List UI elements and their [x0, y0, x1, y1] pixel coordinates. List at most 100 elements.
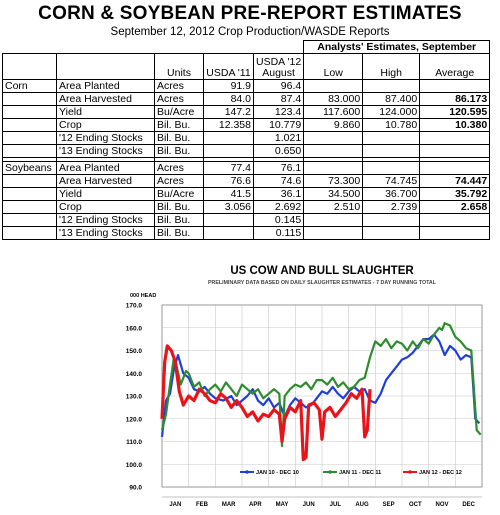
legend-entry: JAN 11 - DEC 11	[339, 470, 381, 476]
crop-label	[2, 144, 57, 158]
crop-label	[2, 118, 57, 132]
column-header-average: Average	[419, 53, 491, 80]
high-value	[362, 131, 421, 145]
usda11-value	[203, 213, 254, 227]
low-value	[303, 79, 364, 93]
page-subtitle: September 12, 2012 Crop Production/WASDE…	[110, 26, 390, 38]
usda12-header-line1: USDA '12	[256, 56, 302, 68]
low-value	[303, 226, 364, 240]
units-cell: Acres	[154, 92, 204, 106]
column-header-units: Units	[154, 53, 204, 80]
units-cell: Bu/Acre	[154, 187, 204, 201]
item-label: '12 Ending Stocks	[56, 131, 155, 145]
y-tick-label: 170.0	[126, 303, 143, 310]
x-tick-label: JUN	[303, 502, 315, 508]
item-label: Yield	[56, 105, 155, 119]
y-tick-label: 160.0	[126, 325, 143, 332]
units-cell: Acres	[154, 79, 204, 93]
table-row: Crop Bil. Bu. 3.056 2.692 2.510 2.739 2.658	[2, 200, 491, 214]
y-axis-label: 000 HEAD	[130, 293, 156, 299]
high-value: 74.745	[362, 174, 421, 188]
table-row: Yield Bu/Acre 147.2 123.4 117.600 124.000 120.…	[2, 105, 491, 119]
low-value: 83.000	[303, 92, 364, 106]
average-value	[419, 131, 491, 145]
table-row: '12 Ending Stocks Bil. Bu. 0.145	[2, 213, 491, 227]
item-label: Yield	[56, 187, 155, 201]
usda12-value: 87.4	[252, 92, 305, 106]
average-value: 2.658	[419, 200, 491, 214]
units-cell: Acres	[154, 161, 204, 175]
estimates-table: Analysts' Estimates, September Units USD…	[2, 40, 491, 240]
average-value	[419, 79, 491, 93]
x-tick-label: OCT	[409, 502, 422, 508]
usda11-value: 147.2	[203, 105, 254, 119]
units-cell: Bu/Acre	[154, 105, 204, 119]
crop-label	[2, 105, 57, 119]
average-value	[419, 213, 491, 227]
series-line	[160, 322, 482, 448]
crop-label	[2, 200, 57, 214]
legend-marker	[245, 470, 249, 474]
x-tick-label: MAY	[276, 502, 289, 508]
usda11-value: 91.9	[203, 79, 254, 93]
average-value: 10.380	[419, 118, 491, 132]
average-value: 120.595	[419, 105, 491, 119]
table-row: Area Harvested Acres 76.6 74.6 73.300 74.745 7…	[2, 174, 491, 188]
usda11-value	[203, 131, 254, 145]
average-value	[419, 144, 491, 158]
x-tick-label: FEB	[196, 502, 209, 508]
table-row: '12 Ending Stocks Bil. Bu. 1.021	[2, 131, 491, 145]
usda12-value: 76.1	[252, 161, 305, 175]
table-row: Corn Area Planted Acres 91.9 96.4	[2, 79, 491, 93]
item-label: '13 Ending Stocks	[56, 144, 155, 158]
low-value: 73.300	[303, 174, 364, 188]
column-header-usda12: USDA '12 August	[252, 53, 305, 80]
low-value: 34.500	[303, 187, 364, 201]
y-tick-label: 130.0	[126, 394, 143, 401]
chart-subtitle: PRELIMINARY DATA BASED ON DAILY SLAUGHTE…	[208, 280, 437, 286]
high-value	[362, 213, 421, 227]
low-value: 2.510	[303, 200, 364, 214]
crop-label	[2, 187, 57, 201]
usda12-value: 1.021	[252, 131, 305, 145]
x-tick-label: NOV	[435, 502, 448, 508]
item-label: Crop	[56, 200, 155, 214]
x-tick-label: AUG	[355, 502, 369, 508]
analysts-estimates-header: Analysts' Estimates, September	[303, 40, 491, 54]
crop-label	[2, 174, 57, 188]
crop-label	[2, 213, 57, 227]
usda11-value: 41.5	[203, 187, 254, 201]
table-row: Area Harvested Acres 84.0 87.4 83.000 87.400 8…	[2, 92, 491, 106]
average-value	[419, 161, 491, 175]
usda12-value: 0.650	[252, 144, 305, 158]
table-row: '13 Ending Stocks Bil. Bu. 0.115	[2, 226, 491, 240]
item-label: '12 Ending Stocks	[56, 213, 155, 227]
units-cell: Bil. Bu.	[154, 118, 204, 132]
usda12-value: 74.6	[252, 174, 305, 188]
high-value	[362, 161, 421, 175]
y-tick-label: 150.0	[126, 348, 143, 355]
table-row: Crop Bil. Bu. 12.358 10.779 9.860 10.780 10.38…	[2, 118, 491, 132]
low-value: 9.860	[303, 118, 364, 132]
x-tick-label: JUL	[330, 502, 342, 508]
usda11-value: 77.4	[203, 161, 254, 175]
usda12-value: 36.1	[252, 187, 305, 201]
x-tick-label: MAR	[222, 502, 236, 508]
low-value	[303, 161, 364, 175]
x-tick-label: APR	[249, 502, 262, 508]
average-value: 74.447	[419, 174, 491, 188]
usda11-value: 3.056	[203, 200, 254, 214]
low-value: 117.600	[303, 105, 364, 119]
usda11-value	[203, 144, 254, 158]
y-tick-label: 100.0	[126, 462, 143, 469]
page-title: CORN & SOYBEAN PRE-REPORT ESTIMATES	[38, 3, 462, 24]
y-tick-label: 110.0	[126, 439, 142, 446]
usda12-value: 2.692	[252, 200, 305, 214]
low-value	[303, 131, 364, 145]
units-cell: Acres	[154, 174, 204, 188]
high-value: 36.700	[362, 187, 421, 201]
x-tick-label: DEC	[462, 502, 475, 508]
x-tick-label: JAN	[169, 502, 181, 508]
table-row: Yield Bu/Acre 41.5 36.1 34.500 36.700 35.792	[2, 187, 491, 201]
legend-entry: JAN 12 - DEC 12	[419, 470, 462, 476]
